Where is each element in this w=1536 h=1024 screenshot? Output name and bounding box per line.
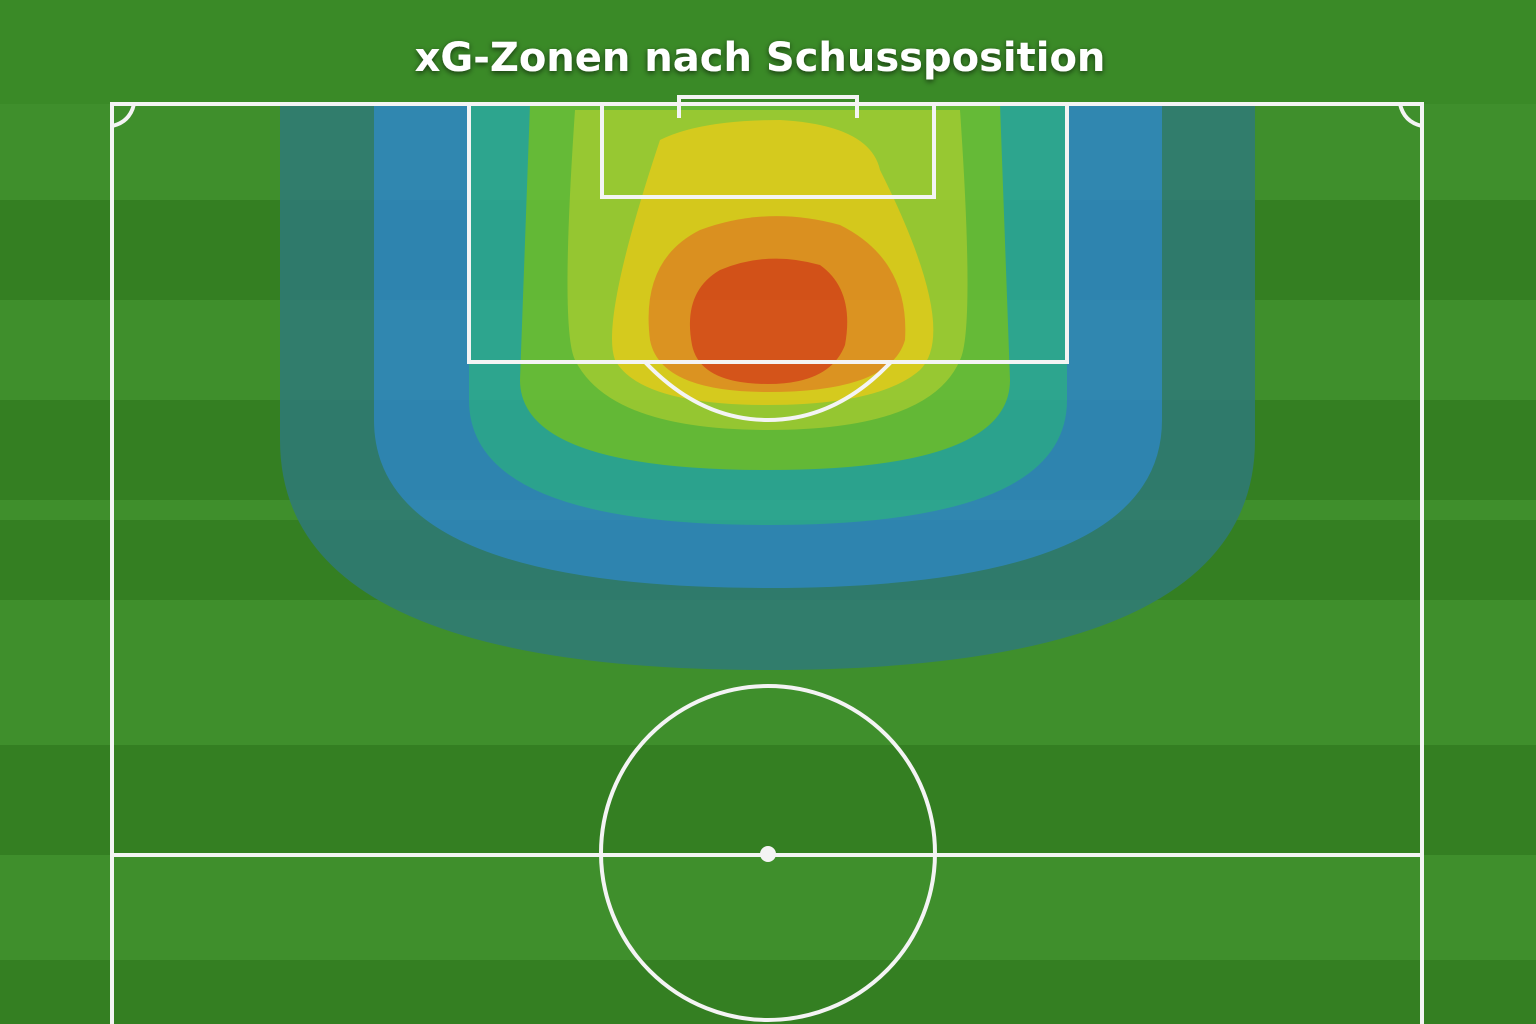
pitch-lines xyxy=(110,95,1424,1024)
corner-arc xyxy=(111,103,136,128)
grass-stripe xyxy=(0,745,1536,855)
title: xG-Zonen nach Schussposition xyxy=(415,35,1106,81)
penalty-arc xyxy=(643,360,893,423)
xg-zones xyxy=(280,104,1255,670)
grass-stripe xyxy=(0,960,1536,1024)
zone-highest xyxy=(689,258,848,384)
goal-area xyxy=(600,102,936,199)
grass-stripe xyxy=(0,0,1536,104)
goal xyxy=(677,95,859,118)
corner-arc xyxy=(1398,103,1423,128)
center-spot xyxy=(760,846,776,862)
center-circle xyxy=(599,684,937,1022)
